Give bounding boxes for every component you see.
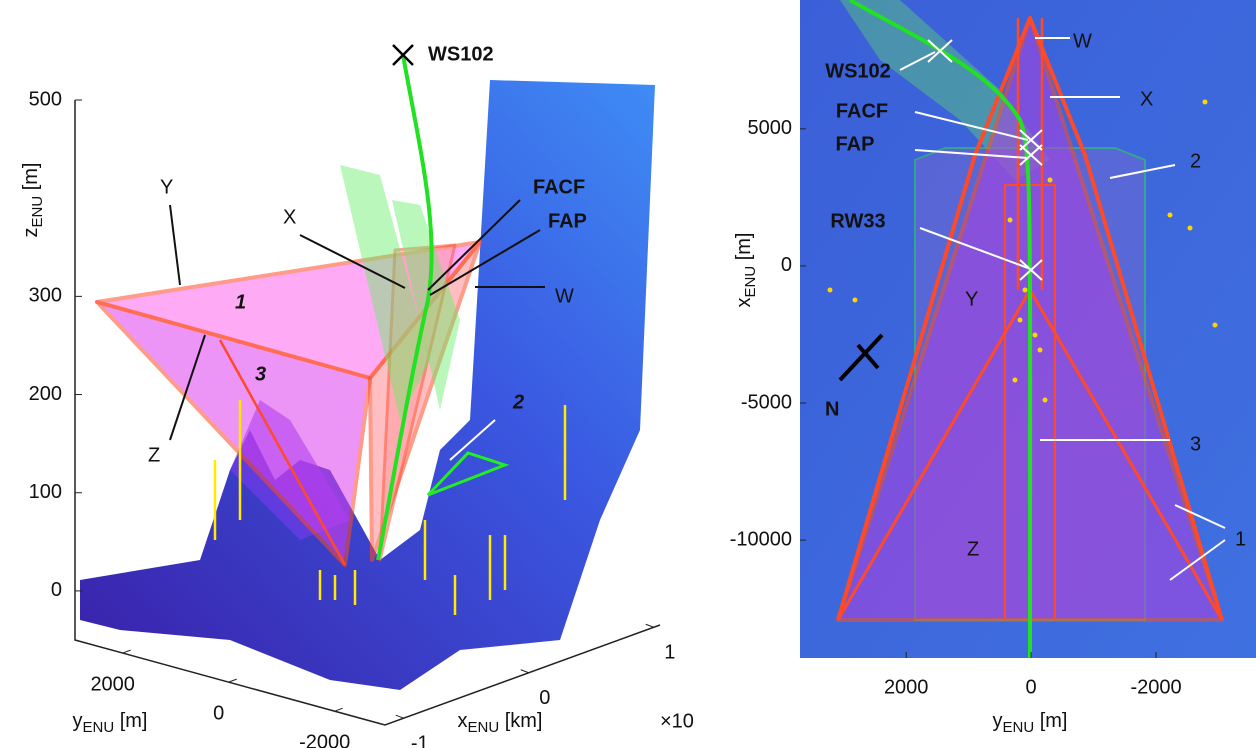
y-tick-label: 2000 — [90, 673, 135, 695]
axis-label-base: x — [733, 298, 755, 308]
x-tick-label: 0 — [539, 687, 550, 709]
x-tick-label: -2000 — [1130, 676, 1181, 698]
axes-3d — [74, 100, 661, 726]
annotation: 1 — [235, 291, 246, 313]
annotation: W — [1073, 30, 1092, 52]
trajectory — [376, 54, 434, 561]
approach-volume — [95, 240, 482, 567]
annotation: X — [283, 206, 296, 228]
annotation: 1 — [1235, 528, 1246, 550]
axis-label-sub: ENU — [29, 196, 46, 228]
y-tick-label: -10000 — [730, 528, 792, 550]
y-tick — [122, 649, 131, 654]
annotation: FACF — [836, 100, 888, 122]
axis-label-unit: [m] — [20, 162, 42, 195]
obstacles-map — [827, 99, 1218, 403]
obstacles — [213, 400, 567, 615]
annotation: WS102 — [428, 43, 494, 65]
annotation: W — [555, 285, 574, 307]
x-tick — [645, 623, 654, 628]
annotation: Y — [965, 288, 978, 310]
axis-label-unit: [m] — [114, 710, 147, 732]
annotation: X — [1140, 88, 1153, 110]
arrow — [449, 419, 496, 461]
y-tick-label: -2000 — [299, 731, 350, 748]
map-markers — [899, 37, 1226, 581]
axis-label: yENU [m] — [72, 710, 147, 736]
annotation: FAP — [836, 133, 875, 155]
y-tick-label: 0 — [781, 254, 792, 276]
annotation: FAP — [548, 210, 587, 232]
y-tick — [228, 678, 237, 683]
z-tick-label: 200 — [29, 383, 62, 405]
annotation: 3 — [255, 363, 266, 385]
axis-label-base: x — [457, 710, 467, 732]
annotation: N — [825, 398, 839, 420]
axis-label-unit: [km] — [499, 710, 542, 732]
surface-2 — [340, 165, 430, 420]
marker — [392, 44, 414, 66]
axis-label-base: z — [20, 228, 42, 238]
axis-label-unit: [m] — [1034, 710, 1067, 732]
north-arrow — [838, 333, 884, 382]
annotation: 2 — [512, 391, 524, 413]
y-tick-label: 0 — [213, 702, 224, 724]
annotation: WS102 — [825, 60, 891, 82]
x-tick — [395, 714, 404, 719]
z-tick-label: 300 — [29, 285, 62, 307]
annotation: Z — [967, 538, 979, 560]
axis-label: yENU [m] — [992, 710, 1067, 736]
axis-label: xENU [km] — [457, 710, 542, 736]
annotation: 2 — [1190, 150, 1201, 172]
z-tick-label: 500 — [29, 88, 62, 110]
x-tick-label: 0 — [1026, 676, 1037, 698]
axis-label: zENU [m] — [20, 162, 46, 237]
x-tick — [520, 669, 529, 674]
y-tick-label: -5000 — [741, 391, 792, 413]
axis-label-base: y — [992, 710, 1002, 732]
x-tick-label: 1 — [664, 642, 675, 664]
axis-exponent: ×10 — [660, 710, 694, 732]
y-tick-label: 5000 — [748, 117, 793, 139]
annotation: Z — [148, 444, 160, 466]
x-tick-label: 2000 — [884, 676, 929, 698]
surface-2-outline — [426, 451, 510, 497]
axis-label-unit: [m] — [733, 232, 755, 265]
axis-label: xENU [m] — [733, 232, 759, 307]
axis-label-sub: ENU — [1002, 719, 1034, 736]
z-tick-label: 100 — [29, 481, 62, 503]
annotation: RW33 — [830, 210, 885, 232]
annotation: Y — [160, 176, 173, 198]
y-tick — [334, 707, 343, 712]
annotation: FACF — [533, 176, 585, 198]
axis-label-sub: ENU — [742, 266, 759, 298]
z-tick-label: 0 — [51, 579, 62, 601]
x-tick-label: -1 — [411, 732, 429, 748]
axis-label-sub: ENU — [467, 719, 499, 736]
axis-label-sub: ENU — [82, 719, 114, 736]
annotation: 3 — [1190, 433, 1201, 455]
axis-label-base: y — [72, 710, 82, 732]
arrows — [169, 199, 545, 441]
